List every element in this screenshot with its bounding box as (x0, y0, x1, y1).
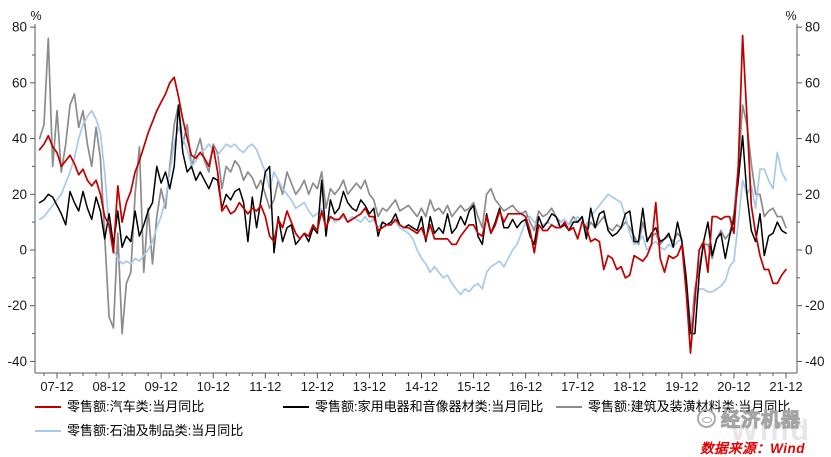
svg-text:60: 60 (12, 75, 27, 90)
svg-text:-40: -40 (805, 354, 825, 369)
series-line-3 (38, 109, 787, 324)
svg-text:09-12: 09-12 (145, 379, 178, 394)
legend-item-petroleum: 零售额:石油及制品类:当月同比 (35, 423, 243, 439)
svg-text:07-12: 07-12 (40, 379, 73, 394)
svg-text:0: 0 (19, 243, 27, 258)
tick-marks (30, 26, 802, 379)
brand-name: 经济机器 (720, 410, 801, 432)
series-line-1 (38, 104, 787, 335)
svg-text:-20: -20 (7, 298, 27, 313)
legend-item-building: 零售额:建筑及装潢材料类:当月同比 (556, 399, 790, 415)
svg-text:%: % (30, 9, 41, 23)
svg-text:15-12: 15-12 (457, 379, 490, 394)
legend-swatch-appliances (283, 406, 309, 408)
svg-text:12-12: 12-12 (301, 379, 334, 394)
svg-text:11-12: 11-12 (249, 379, 281, 394)
legend-swatch-petroleum (35, 430, 61, 432)
tick-labels: 80 80 60 60 40 40 20 20 0 0 -20 -20 -40 -40% % 07-12 08-… (7, 9, 824, 394)
faint-wind-watermark: Wind (729, 414, 811, 447)
brand-watermark: 经济机器 (696, 405, 801, 432)
series-line-2 (38, 37, 787, 335)
svg-text:-20: -20 (805, 298, 825, 313)
svg-text:13-12: 13-12 (353, 379, 386, 394)
legend-label-auto: 零售额:汽车类:当月同比 (67, 399, 205, 414)
svg-text:20: 20 (12, 187, 27, 202)
legend-item-appliances: 零售额:家用电器和音像器材类:当月同比 (283, 399, 543, 415)
svg-text:80: 80 (12, 20, 27, 35)
svg-text:80: 80 (805, 20, 820, 35)
brand-logo-icon (696, 409, 716, 428)
svg-text:40: 40 (805, 131, 820, 146)
svg-text:-40: -40 (7, 354, 27, 369)
legend-swatch-building (556, 406, 582, 408)
legend-label-appliances: 零售额:家用电器和音像器材类:当月同比 (315, 399, 544, 414)
svg-text:40: 40 (12, 131, 27, 146)
data-source-note: 数据来源：Wind (700, 441, 805, 456)
svg-text:60: 60 (805, 75, 820, 90)
svg-text:10-12: 10-12 (197, 379, 230, 394)
series-line-0 (38, 34, 787, 354)
svg-text:18-12: 18-12 (613, 379, 646, 394)
svg-text:%: % (785, 9, 796, 23)
axes (34, 24, 798, 374)
svg-text:21-12: 21-12 (769, 379, 802, 394)
legend-label-building: 零售额:建筑及装潢材料类:当月同比 (588, 399, 791, 414)
legend-swatch-auto (35, 406, 61, 408)
svg-text:20: 20 (805, 187, 820, 202)
svg-text:0: 0 (805, 243, 813, 258)
svg-text:08-12: 08-12 (92, 379, 125, 394)
legend-item-auto: 零售额:汽车类:当月同比 (35, 399, 204, 415)
legend-label-petroleum: 零售额:石油及制品类:当月同比 (67, 423, 244, 438)
svg-text:16-12: 16-12 (509, 379, 542, 394)
svg-text:17-12: 17-12 (561, 379, 594, 394)
svg-text:20-12: 20-12 (717, 379, 750, 394)
svg-text:14-12: 14-12 (405, 379, 438, 394)
svg-text:19-12: 19-12 (665, 379, 698, 394)
